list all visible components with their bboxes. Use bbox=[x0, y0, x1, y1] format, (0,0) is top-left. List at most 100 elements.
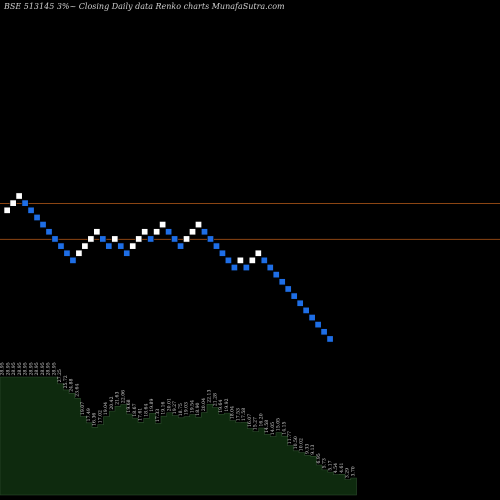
chart-title: BSE 513145 3%~ Closing Daily data Renko … bbox=[3, 2, 285, 11]
volume-label: 28.95 bbox=[17, 362, 23, 375]
volume-label: 14.05 bbox=[270, 422, 276, 435]
brick-up bbox=[236, 256, 244, 264]
brick-down bbox=[326, 335, 334, 343]
volume-labels: 28.95 28.95 28.95 28.95 28.95 28.95 28.95 28.95… bbox=[0, 362, 356, 478]
brick-up bbox=[9, 199, 17, 207]
volume-label: 20.42 bbox=[109, 396, 115, 409]
volume-label: 17.61 bbox=[138, 408, 144, 421]
brick-up bbox=[129, 242, 137, 250]
volume-label: 15.27 bbox=[253, 417, 259, 430]
brick-up bbox=[3, 206, 11, 214]
volume-label: 28.95 bbox=[11, 362, 17, 375]
volume-label: 19.27 bbox=[172, 401, 178, 414]
volume-label: 10.02 bbox=[299, 438, 305, 451]
volume-label: 9.13 bbox=[310, 444, 316, 454]
volume-label: 20.01 bbox=[166, 398, 172, 411]
brick-up bbox=[81, 242, 89, 250]
brick-down bbox=[302, 306, 310, 314]
brick-down bbox=[260, 256, 268, 264]
brick-down bbox=[171, 235, 179, 243]
volume-label: 3.70 bbox=[350, 466, 356, 476]
volume-label: 16.20 bbox=[258, 413, 264, 426]
brick-up bbox=[135, 235, 143, 243]
brick-down bbox=[272, 271, 280, 279]
brick-up bbox=[248, 256, 256, 264]
brick-down bbox=[314, 321, 322, 329]
volume-label: 19.64 bbox=[218, 400, 224, 413]
volume-label: 28.95 bbox=[34, 362, 40, 375]
volume-label: 19.92 bbox=[224, 398, 230, 411]
brick-up bbox=[111, 235, 119, 243]
volume-label: 20.04 bbox=[201, 398, 207, 411]
volume-label: 14.15 bbox=[281, 421, 287, 434]
volume-label: 18.90 bbox=[195, 402, 201, 415]
volume-label: 19.04 bbox=[103, 402, 109, 415]
brick-down bbox=[57, 242, 65, 250]
volume-label: 6.95 bbox=[316, 453, 322, 463]
volume-label: 17.02 bbox=[97, 410, 103, 423]
volume-label: 25.72 bbox=[63, 375, 69, 388]
volume-label: 19.68 bbox=[126, 399, 132, 412]
volume-label: 19.07 bbox=[80, 402, 86, 415]
volume-label: 15.05 bbox=[276, 418, 282, 431]
brick-down bbox=[230, 264, 238, 271]
brick-up bbox=[15, 192, 23, 200]
volume-label: 14.58 bbox=[264, 420, 270, 433]
volume-label: 18.04 bbox=[230, 406, 236, 419]
brick-down bbox=[201, 228, 208, 236]
volume-label: 28.95 bbox=[51, 362, 57, 375]
brick-down bbox=[39, 221, 47, 229]
volume-label: 22.13 bbox=[207, 390, 213, 403]
volume-label: 11.77 bbox=[287, 431, 293, 444]
volume-label: 4.54 bbox=[333, 463, 339, 473]
volume-label: 3.29 bbox=[345, 468, 351, 478]
brick-down bbox=[27, 206, 35, 214]
brick-up bbox=[87, 235, 95, 243]
volume-label: 21.28 bbox=[212, 393, 218, 406]
volume-label: 16.07 bbox=[247, 414, 253, 427]
brick-down bbox=[242, 264, 250, 271]
brick-down bbox=[213, 242, 220, 250]
brick-down bbox=[33, 214, 41, 221]
volume-label: 28.95 bbox=[23, 362, 29, 375]
volume-label: 28.95 bbox=[46, 362, 52, 375]
volume-label: 5.17 bbox=[327, 460, 333, 470]
volume-label: 17.49 bbox=[86, 408, 92, 421]
brick-down bbox=[308, 314, 316, 322]
volume-label: 18.75 bbox=[178, 403, 184, 416]
brick-down bbox=[284, 285, 292, 293]
volume-label: 17.33 bbox=[155, 409, 161, 422]
volume-label: 28.95 bbox=[0, 362, 6, 375]
brick-down bbox=[207, 235, 214, 243]
brick-down bbox=[123, 249, 131, 257]
brick-down bbox=[147, 235, 155, 243]
brick-down bbox=[165, 228, 173, 236]
brick-up bbox=[153, 228, 161, 236]
brick-down bbox=[177, 242, 185, 250]
brick-down bbox=[218, 249, 226, 257]
brick-down bbox=[278, 278, 286, 286]
volume-label: 19.16 bbox=[161, 401, 167, 414]
volume-label: 5.73 bbox=[322, 458, 328, 468]
volume-label: 19.89 bbox=[149, 399, 155, 412]
brick-up bbox=[189, 228, 196, 236]
brick-down bbox=[105, 242, 113, 250]
brick-down bbox=[320, 328, 328, 336]
volume-label: 17.53 bbox=[235, 408, 241, 421]
volume-label: 28.95 bbox=[28, 362, 34, 375]
brick-up bbox=[183, 235, 190, 243]
brick-up bbox=[75, 249, 83, 257]
brick-down bbox=[296, 299, 304, 307]
renko-bricks bbox=[3, 192, 334, 343]
volume-label: 28.95 bbox=[40, 362, 46, 375]
brick-down bbox=[51, 235, 59, 243]
volume-label: 17.58 bbox=[241, 408, 247, 421]
brick-up bbox=[159, 221, 167, 229]
volume-label: 27.25 bbox=[57, 369, 63, 382]
volume-label: 9.33 bbox=[304, 444, 310, 454]
volume-label: 21.63 bbox=[115, 392, 121, 405]
volume-label: 19.54 bbox=[189, 400, 195, 413]
brick-down bbox=[69, 256, 77, 264]
brick-up bbox=[195, 221, 202, 229]
volume-label: 22.06 bbox=[120, 390, 126, 403]
